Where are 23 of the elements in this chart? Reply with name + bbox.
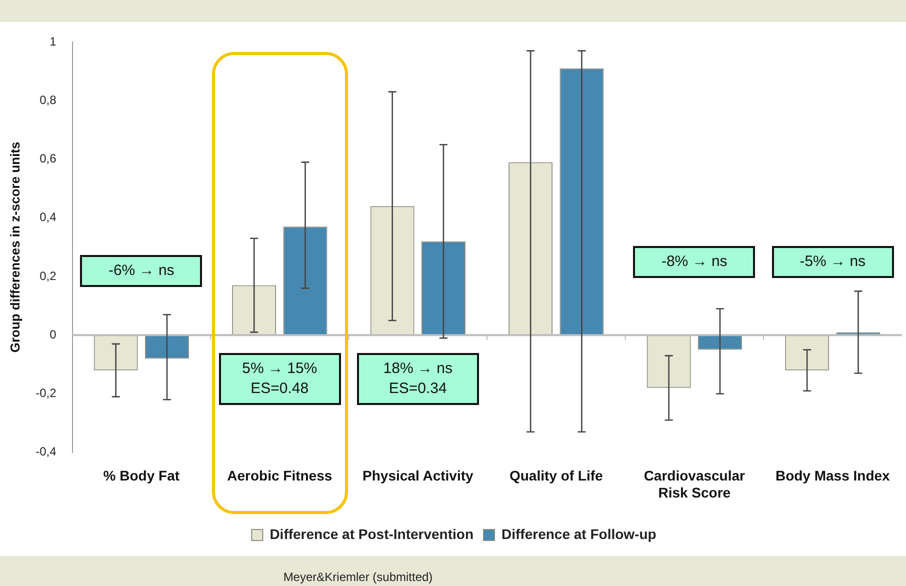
text-box: -5% → ns: [772, 246, 894, 278]
y-tick-label: -0,2: [36, 386, 57, 400]
x-tick-label: Quality of Life: [509, 468, 604, 484]
y-tick-label: 1: [50, 34, 57, 48]
y-tick-label: 0,4: [40, 210, 57, 224]
x-tick-label: % Body Fat: [103, 468, 180, 484]
x-tick-label: Physical Activity: [362, 468, 474, 484]
text-box: 5% → 15% ES=0.48: [218, 353, 341, 406]
y-tick-label: 0,2: [40, 268, 57, 283]
y-tick-label: 0,6: [40, 152, 57, 166]
text: Meyer&Kriemler (submitted): [283, 570, 433, 584]
legend-label: Difference at Post-Intervention: [270, 526, 474, 542]
text-box: 18% → ns ES=0.34: [356, 353, 479, 406]
y-axis-title: Group differences in z-score units: [7, 142, 22, 353]
y-tick-label: 0,8: [40, 92, 57, 107]
x-tick-label: Body Mass Index: [775, 468, 890, 484]
text-box: -6% → ns: [80, 254, 202, 287]
y-tick-label: -0,4: [36, 444, 57, 459]
text-box: -8% → ns: [633, 246, 756, 278]
legend-label: Difference at Follow-up: [502, 526, 656, 542]
x-tick-label: Cardiovascular Risk Score: [644, 468, 746, 500]
y-tick-label: 0: [50, 327, 57, 342]
x-tick-label: Aerobic Fitness: [227, 468, 332, 484]
